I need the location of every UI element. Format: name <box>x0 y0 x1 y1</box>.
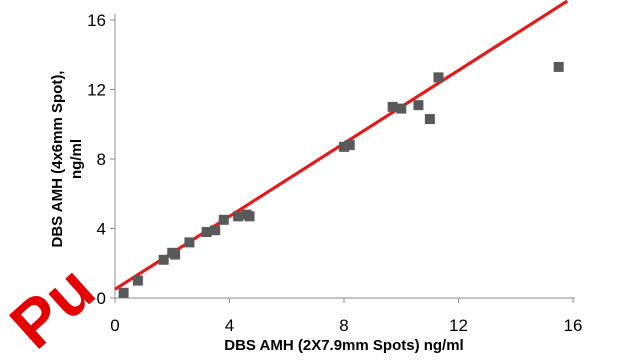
data-points <box>118 61 564 298</box>
data-point <box>244 211 255 222</box>
y-axis-title-line: DBS AMH (4x6mm Spot), <box>49 71 66 248</box>
y-tick-label: 4 <box>97 220 106 239</box>
data-point <box>433 72 444 83</box>
x-tick-label: 8 <box>339 316 348 335</box>
data-point <box>118 287 129 298</box>
data-point <box>339 141 349 152</box>
x-tick-label: 12 <box>449 316 468 335</box>
y-tick-label: 8 <box>97 150 106 169</box>
watermark: Pu <box>0 251 108 360</box>
watermark-text: Pu <box>0 251 108 360</box>
data-point <box>413 100 424 111</box>
data-point <box>132 275 143 286</box>
data-point <box>218 214 229 225</box>
data-point <box>233 211 244 222</box>
data-point <box>201 226 212 237</box>
y-tick-label: 16 <box>87 11 106 30</box>
data-point <box>424 114 435 125</box>
x-axis-title: DBS AMH (2X7.9mm Spots) ng/ml <box>224 337 463 354</box>
data-point <box>170 249 181 260</box>
data-point <box>553 61 564 72</box>
y-axis-title: DBS AMH (4x6mm Spot), ng/ml <box>49 71 85 248</box>
data-point <box>158 254 169 265</box>
data-point <box>344 140 355 151</box>
data-point <box>210 225 221 236</box>
data-point <box>387 101 398 112</box>
y-axis-title-line: ng/ml <box>68 139 85 179</box>
x-tick-label: 4 <box>225 316 234 335</box>
x-tick-label: 0 <box>110 316 119 335</box>
axis-titles: DBS AMH (2X7.9mm Spots) ng/ml DBS AMH (4… <box>49 71 464 354</box>
y-tick-label: 0 <box>97 289 106 308</box>
tick-labels: 0 4 8 12 16 0 4 8 12 16 <box>87 11 582 335</box>
axes <box>110 14 575 303</box>
data-point <box>184 237 195 248</box>
x-tick-label: 16 <box>564 316 583 335</box>
y-tick-label: 12 <box>87 81 106 100</box>
data-point <box>396 103 407 114</box>
